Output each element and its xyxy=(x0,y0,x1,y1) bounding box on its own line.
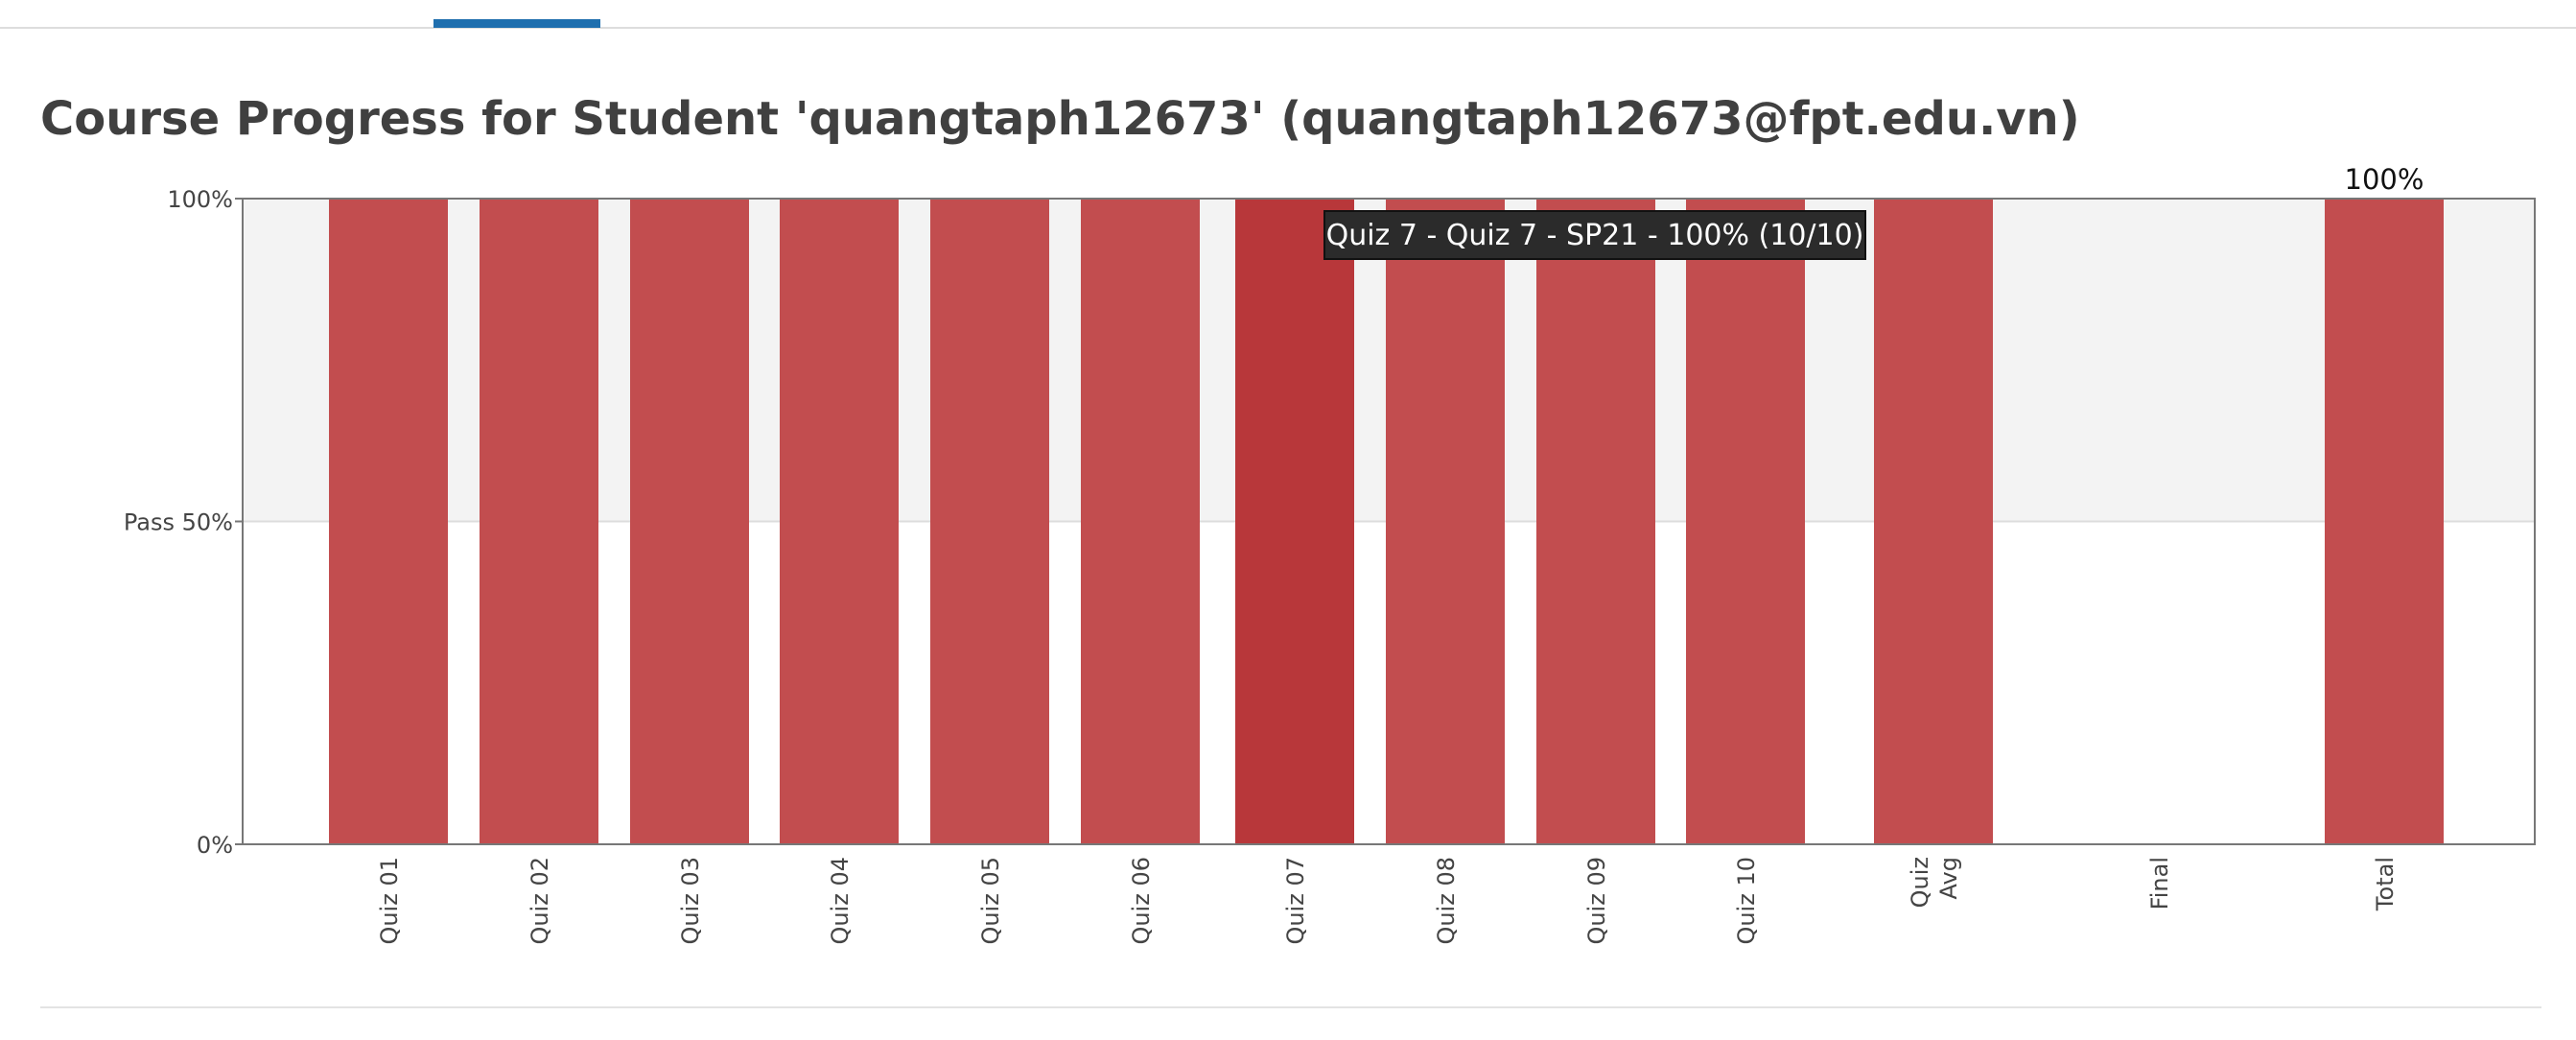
data-label-total: 100% xyxy=(2345,163,2424,196)
top-divider xyxy=(0,27,2576,29)
x-tick-label: Quiz 03 xyxy=(677,857,704,945)
bar-quiz-08[interactable] xyxy=(1386,199,1505,844)
bar-quiz-07[interactable] xyxy=(1235,199,1354,844)
x-tick-label: Total xyxy=(2372,857,2399,911)
x-tick-label: Avg xyxy=(1935,857,1962,899)
x-tick-label: Quiz 07 xyxy=(1282,857,1309,945)
x-tick-label: Quiz 06 xyxy=(1128,857,1155,945)
bar-quiz-09[interactable] xyxy=(1536,199,1655,844)
course-progress-chart: 0% Pass 50% 100% Quiz 01 Quiz 02 Quiz 03 Quiz … xyxy=(124,163,2536,945)
bar-quiz-avg[interactable] xyxy=(1874,199,1993,844)
x-tick-label: Quiz xyxy=(1907,857,1933,908)
bar-quiz-02[interactable] xyxy=(480,199,598,844)
y-tick-label: 100% xyxy=(167,186,233,213)
bottom-divider xyxy=(40,1006,2541,1008)
x-tick-label: Quiz 05 xyxy=(977,857,1004,945)
bar-quiz-06[interactable] xyxy=(1081,199,1200,844)
bar-quiz-01[interactable] xyxy=(329,199,448,844)
active-tab-indicator[interactable] xyxy=(433,19,600,28)
bar-total[interactable] xyxy=(2325,199,2444,844)
x-tick-label: Quiz 04 xyxy=(827,857,854,945)
x-tick-label: Quiz 02 xyxy=(527,857,553,945)
x-tick-label: Quiz 08 xyxy=(1433,857,1460,945)
tooltip-box xyxy=(1323,210,1866,260)
x-tick-label: Quiz 09 xyxy=(1583,857,1610,945)
bar-quiz-03[interactable] xyxy=(630,199,749,844)
bar-quiz-10[interactable] xyxy=(1686,199,1805,844)
y-tick-label: 0% xyxy=(197,832,233,859)
x-tick-label: Final xyxy=(2146,857,2173,910)
tooltip-text: Quiz 7 - Quiz 7 - SP21 - 100% (10/10) xyxy=(1326,219,1864,252)
x-tick-label: Quiz 10 xyxy=(1733,857,1760,945)
y-tick-label: Pass 50% xyxy=(124,509,233,536)
x-tick-label: Quiz 01 xyxy=(376,857,403,945)
bar-quiz-05[interactable] xyxy=(930,199,1049,844)
page-title: Course Progress for Student 'quangtaph12… xyxy=(40,92,2080,146)
bar-quiz-04[interactable] xyxy=(780,199,899,844)
